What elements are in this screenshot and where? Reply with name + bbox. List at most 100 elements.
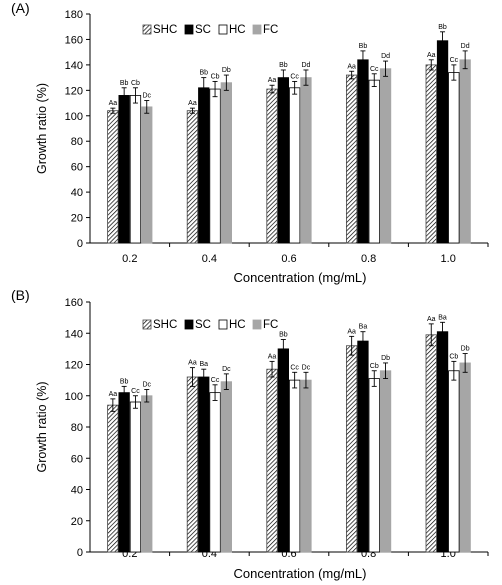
significance-label: Db: [461, 346, 470, 353]
legend-swatch-shc: [142, 24, 152, 35]
significance-label: Bb: [120, 378, 129, 385]
y-tick-label: 20: [71, 213, 83, 225]
bar-sc: [198, 87, 210, 244]
significance-label: Bb: [438, 24, 447, 31]
legend-label: SC: [195, 319, 211, 331]
significance-label: Cc: [131, 388, 140, 395]
y-tick-label: 180: [65, 9, 83, 21]
significance-label: Ba: [438, 314, 447, 321]
significance-label: Aa: [427, 52, 436, 59]
bar-sc: [277, 77, 290, 244]
significance-label: Dd: [461, 43, 470, 50]
y-tick-label: 60: [71, 453, 83, 465]
bar-shc: [345, 74, 358, 244]
significance-label: Aa: [427, 316, 436, 323]
bar-shc: [186, 376, 199, 553]
legend-label: HC: [229, 319, 246, 331]
significance-label: Bb: [120, 80, 129, 87]
bar-shc: [266, 88, 278, 244]
significance-label: Cc: [290, 364, 299, 371]
bar-hc: [448, 370, 460, 553]
y-tick-label: 20: [71, 516, 83, 528]
legend-label: SHC: [153, 319, 177, 331]
significance-label: Cb: [370, 363, 379, 370]
significance-label: Cc: [370, 66, 379, 73]
significance-label: Cb: [449, 353, 458, 360]
significance-label: Aa: [347, 328, 356, 335]
x-tick-label: 0.4: [202, 253, 217, 265]
bar-sc: [277, 348, 290, 553]
bar-shc: [186, 110, 199, 244]
bar-shc: [266, 368, 278, 553]
significance-label: Dc: [142, 93, 151, 100]
significance-label: Dc: [222, 366, 231, 373]
bar-sc: [436, 40, 449, 244]
significance-label: Ba: [199, 361, 208, 368]
significance-label: Cc: [211, 377, 220, 384]
significance-label: Ba: [359, 324, 368, 331]
significance-label: Cb: [131, 80, 140, 87]
y-axis-label: Growth ratio (%): [35, 83, 49, 174]
significance-label: Cc: [450, 57, 459, 64]
legend-label: HC: [229, 24, 246, 36]
x-tick-label: 1.0: [441, 253, 456, 265]
bar-hc: [288, 379, 301, 553]
y-tick-label: 60: [71, 162, 83, 174]
legend-label: FC: [263, 24, 278, 36]
significance-label: Aa: [268, 77, 277, 84]
legend-swatch-sc: [184, 319, 194, 330]
bar-sc: [118, 95, 130, 244]
y-tick-label: 100: [65, 111, 83, 123]
bar-hc: [368, 378, 380, 553]
significance-label: Aa: [188, 360, 197, 367]
significance-label: Dc: [142, 382, 151, 389]
significance-label: Cb: [211, 73, 220, 80]
legend-swatch-shc: [142, 319, 152, 330]
bar-fc: [379, 68, 392, 244]
bar-hc: [209, 392, 221, 553]
y-tick-label: 140: [65, 60, 83, 72]
bar-fc: [141, 106, 153, 244]
legend-swatch-hc: [218, 24, 228, 35]
significance-label: Dc: [302, 364, 311, 371]
bar-hc: [368, 79, 380, 244]
bar-fc: [300, 77, 312, 244]
bar-sc: [357, 340, 369, 553]
panel-label: (B): [11, 287, 30, 303]
bar-fc: [141, 395, 153, 553]
y-tick-label: 40: [71, 485, 83, 497]
significance-label: Aa: [347, 63, 356, 70]
y-tick-label: 120: [65, 360, 83, 372]
bar-hc: [288, 87, 301, 244]
bar-shc: [107, 404, 119, 553]
legend: SHC SC HC FC: [142, 24, 278, 36]
chart-panel-a: (A) 0 20 40 60 80 100 120 140 160 180 Growth ratio …: [11, 0, 489, 285]
bar-fc: [220, 381, 233, 553]
x-tick-label: 0.8: [361, 253, 376, 265]
x-tick-label: 0.6: [281, 253, 296, 265]
bar-shc: [345, 345, 358, 553]
bar-shc: [107, 110, 119, 244]
significance-label: Dd: [381, 53, 390, 60]
bar-sc: [436, 331, 449, 553]
bar-fc: [459, 362, 471, 553]
legend-label: SHC: [153, 24, 177, 36]
bar-hc: [209, 88, 221, 244]
legend-label: SC: [195, 24, 211, 36]
x-axis-label: Concentration (mg/mL): [234, 270, 367, 285]
significance-label: Aa: [268, 353, 277, 360]
y-tick-label: 120: [65, 85, 83, 97]
y-tick-label: 160: [65, 34, 83, 46]
bar-sc: [357, 59, 369, 244]
legend-swatch-fc: [252, 24, 262, 35]
significance-label: Bb: [199, 70, 208, 77]
y-tick-label: 160: [65, 297, 83, 309]
significance-label: Aa: [109, 391, 118, 398]
significance-label: Bb: [279, 62, 288, 69]
legend-swatch-fc: [252, 319, 262, 330]
y-tick-label: 80: [71, 136, 83, 148]
bar-sc: [198, 376, 210, 553]
bar-fc: [379, 370, 392, 553]
y-tick-label: 0: [77, 238, 83, 250]
